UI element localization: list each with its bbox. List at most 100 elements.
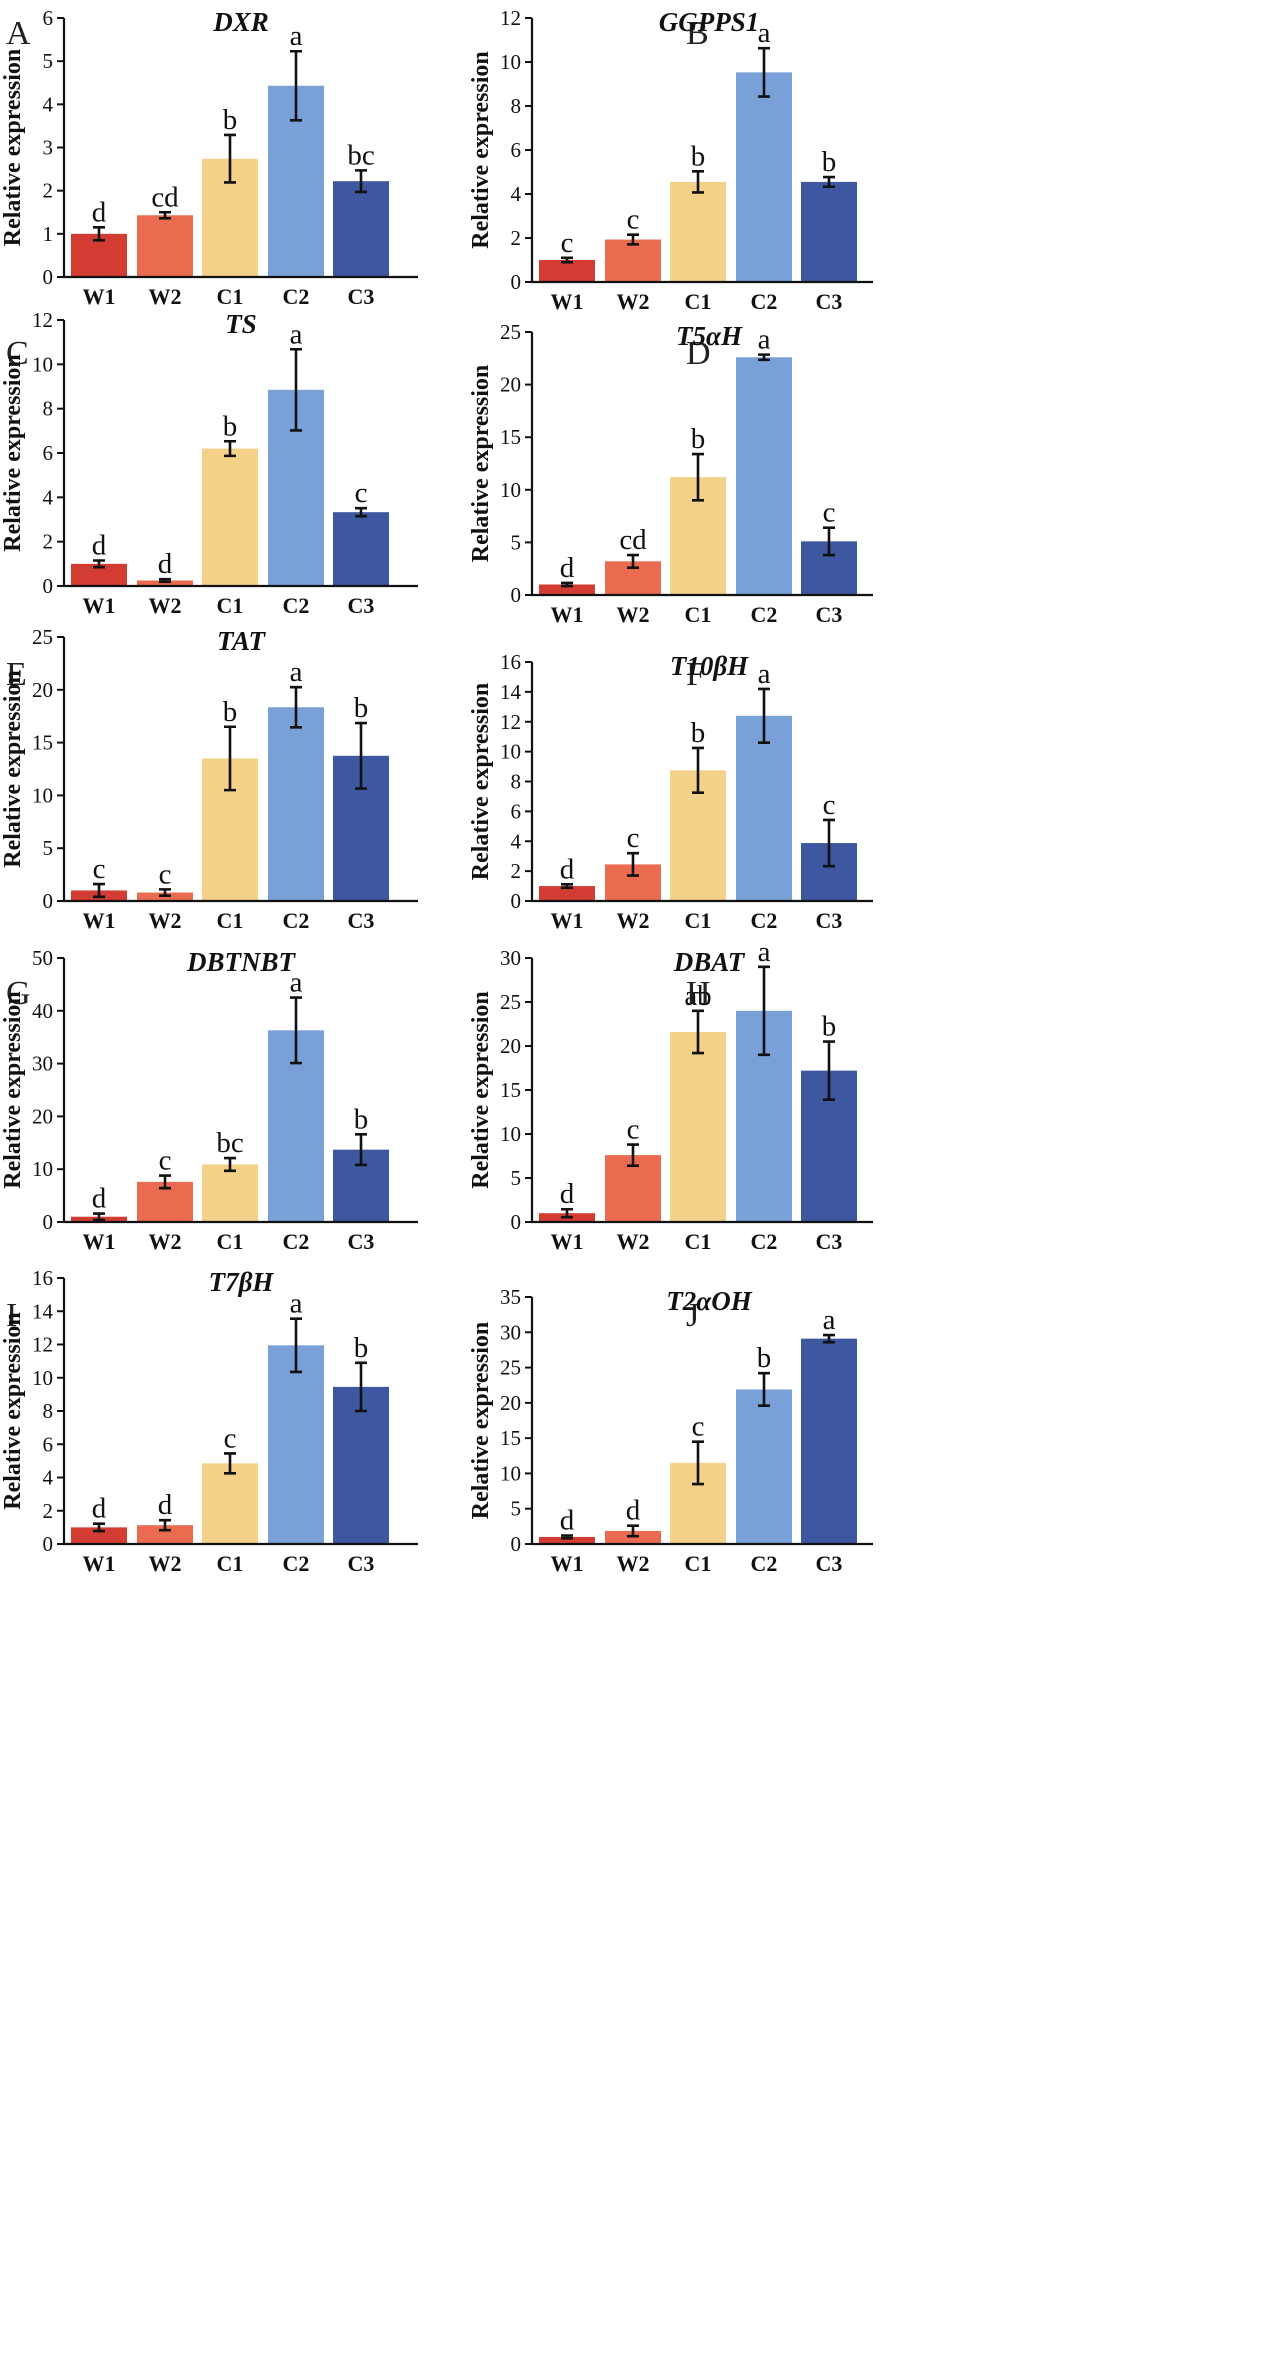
error-bar [758,353,770,362]
significance-letter: d [92,1183,107,1215]
significance-letter: b [223,410,238,442]
y-tick-label: 50 [32,946,53,970]
y-tick-label: 10 [500,740,521,764]
significance-letter: bc [216,1127,243,1159]
significance-letter: a [758,658,771,690]
significance-letter: b [822,1011,837,1043]
significance-letter: d [560,552,575,584]
y-tick-label: 12 [32,308,53,332]
error-bar [159,1174,171,1190]
significance-letter: d [92,530,107,562]
significance-letter: d [92,1493,107,1525]
error-bar [692,1009,704,1055]
y-tick-label: 10 [500,1122,521,1146]
x-tick-label: C2 [283,1551,310,1576]
axes [62,1278,418,1546]
error-bar [627,851,639,877]
axes [530,332,873,597]
significance-letter: a [290,1288,303,1320]
error-bar [355,1133,367,1167]
y-tick-label: 2 [511,859,522,883]
x-tick-label: W2 [617,289,650,314]
x-tick-label: C3 [816,1229,843,1254]
x-tick-label: W1 [83,1551,116,1576]
axes [62,18,418,279]
y-tick-label: 6 [511,138,522,162]
bar-w2 [137,580,193,586]
x-tick-label: C2 [751,602,778,627]
bar-w2 [137,215,193,277]
y-tick-label: 20 [32,678,53,702]
y-tick-label: 16 [500,650,521,674]
y-axis-label: Relative expression [0,670,26,868]
x-tick-label: W2 [149,593,182,618]
y-tick-label: 2 [511,226,522,250]
significance-letter: d [626,1495,641,1527]
error-bar [290,347,302,432]
x-tick-label: C2 [283,593,310,618]
axes [62,958,418,1224]
error-bar [93,226,105,242]
bar-c2 [736,715,792,901]
significance-letter: b [223,696,238,728]
significance-letter: b [757,1342,772,1374]
y-tick-label: 5 [511,1497,522,1521]
x-tick-label: C1 [217,908,244,933]
x-tick-label: C2 [751,908,778,933]
chart-panel-a: A DXR Relative expression d W1 cd W2 b C1 a C2 bc C3… [0,6,418,309]
x-tick-label: C1 [217,284,244,309]
y-tick-label: 4 [511,182,522,206]
x-tick-label: C3 [816,289,843,314]
x-tick-label: C3 [348,284,375,309]
x-tick-label: C3 [348,593,375,618]
x-tick-label: C2 [751,289,778,314]
significance-letter: b [691,717,706,749]
chart-title: T7βH [209,1267,275,1297]
error-bar [159,577,171,584]
bar-c1 [202,1164,258,1222]
x-tick-label: W1 [551,908,584,933]
error-bar [758,1371,770,1407]
y-tick-label: 15 [500,425,521,449]
y-tick-label: 10 [500,50,521,74]
error-bar [823,1333,835,1344]
x-tick-label: C3 [816,1551,843,1576]
error-bar [355,721,367,790]
x-tick-label: C1 [685,602,712,627]
axes [530,18,873,284]
y-tick-label: 0 [43,1210,54,1234]
significance-letter: b [354,692,369,724]
chart-title: DBTNBT [186,947,297,977]
y-tick-label: 15 [32,731,53,755]
bar-w1 [539,886,595,901]
axes [530,958,873,1224]
y-tick-label: 4 [43,1466,54,1490]
error-bar [692,746,704,795]
x-tick-label: C3 [816,602,843,627]
y-axis-label: Relative expression [468,683,494,881]
x-tick-label: C2 [751,1229,778,1254]
significance-letter: c [627,822,640,854]
error-bar [290,996,302,1065]
x-tick-label: W1 [83,908,116,933]
bar-c2 [268,707,324,901]
y-axis-label: Relative expression [0,354,26,552]
error-bar [627,233,639,246]
significance-letter: a [823,1304,836,1336]
bar-c1 [202,1463,258,1544]
significance-letter: c [224,1422,237,1454]
y-tick-label: 0 [511,1532,522,1556]
error-bar [692,452,704,502]
error-bar [627,553,639,569]
y-axis-label: Relative expression [0,49,26,247]
x-tick-label: W1 [83,1229,116,1254]
x-tick-label: C1 [217,593,244,618]
error-bar [561,882,573,890]
y-tick-label: 4 [511,829,522,853]
y-tick-label: 4 [43,92,54,116]
significance-letter: a [290,318,303,350]
y-tick-label: 2 [43,179,54,203]
significance-letter: c [355,477,368,509]
